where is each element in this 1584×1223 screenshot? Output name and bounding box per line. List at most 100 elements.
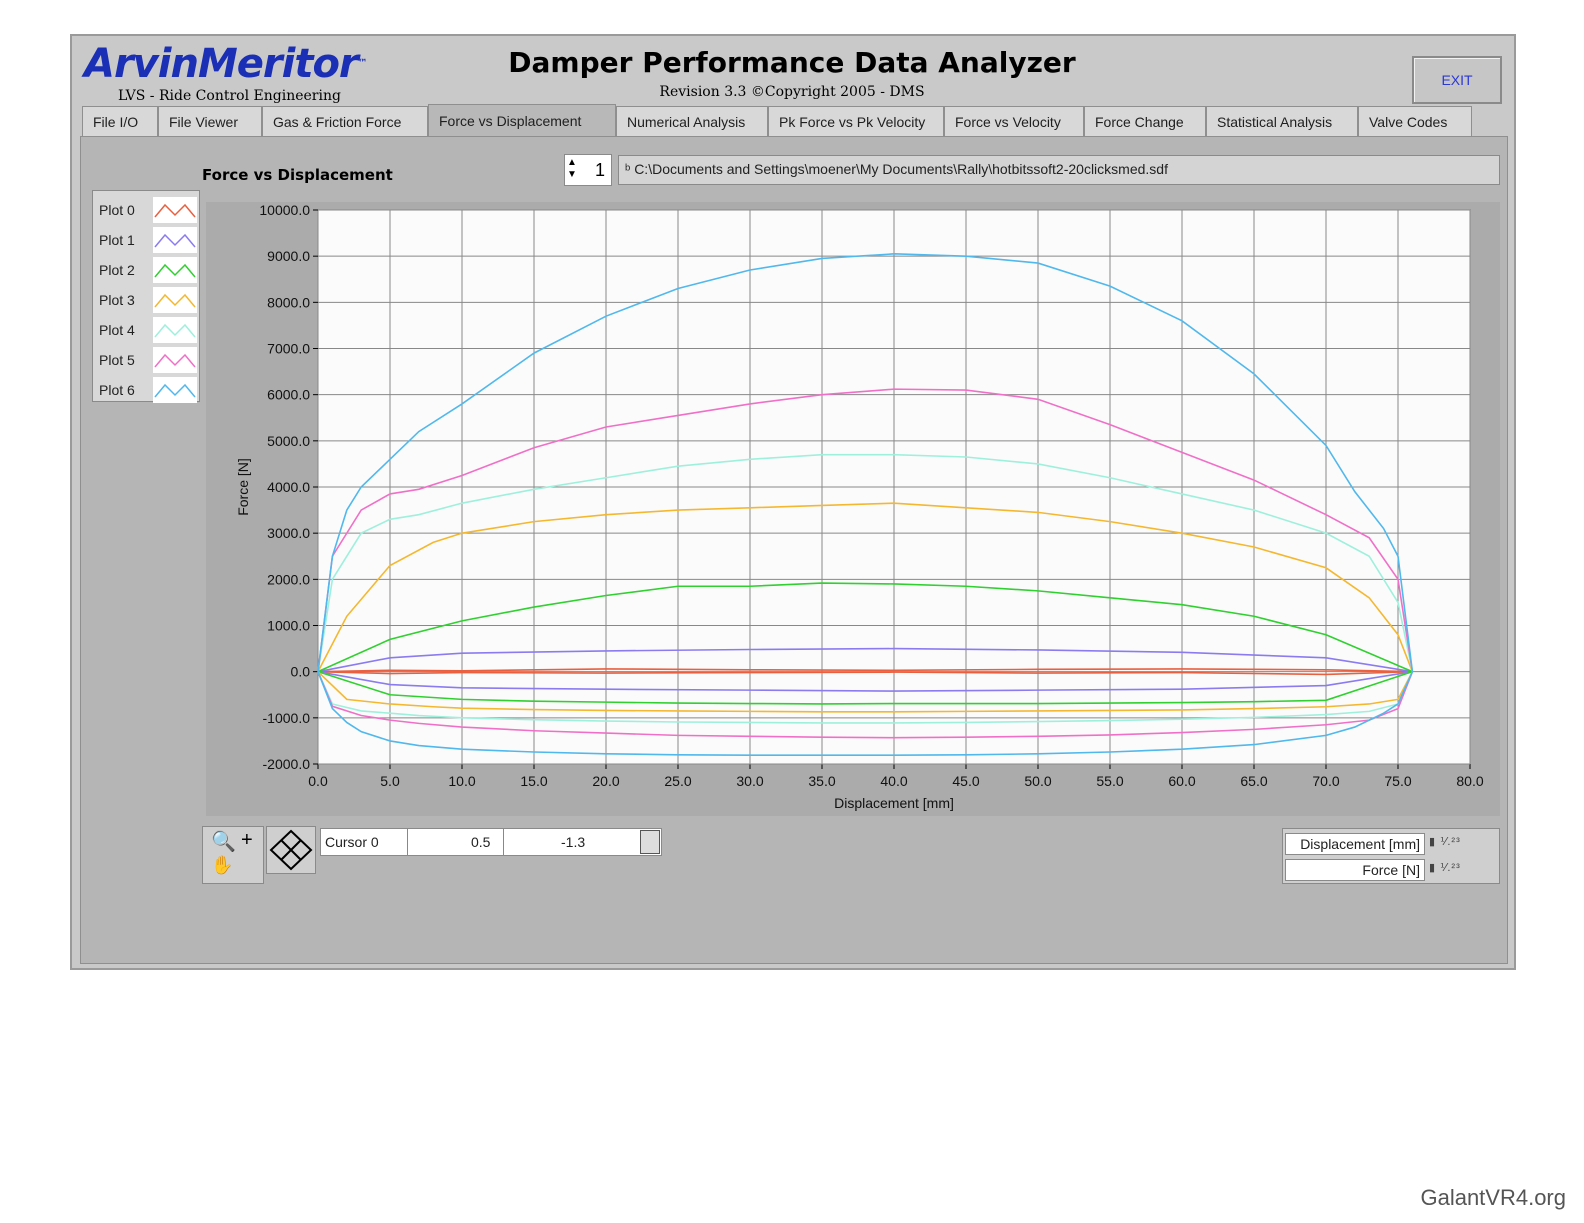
series-line-upper xyxy=(317,453,1414,672)
legend-label: Plot 5 xyxy=(99,352,135,368)
stepper-arrows-icon[interactable]: ▲ ▼ xyxy=(567,157,577,180)
x-tick-label: 5.0 xyxy=(380,773,400,789)
series-line-upper xyxy=(317,502,1414,673)
legend-label: Plot 3 xyxy=(99,292,135,308)
x-tick-label: 70.0 xyxy=(1312,773,1339,789)
file-path-field[interactable]: ᵇ C:\Documents and Settings\moener\My Do… xyxy=(618,155,1500,185)
x-tick-label: 20.0 xyxy=(592,773,619,789)
series-line-lower xyxy=(317,671,1414,713)
legend-swatch xyxy=(153,347,197,373)
x-tick-label: 60.0 xyxy=(1168,773,1195,789)
x-tick-label: 25.0 xyxy=(664,773,691,789)
tab-valve-codes[interactable]: Valve Codes xyxy=(1358,106,1472,136)
y-tick-label: 2000.0 xyxy=(267,571,310,587)
x-tick-label: 40.0 xyxy=(880,773,907,789)
cursor-name: Cursor 0 xyxy=(325,834,379,850)
app-title: Damper Performance Data Analyzer xyxy=(508,46,1076,79)
legend-swatch xyxy=(153,257,197,283)
series-line-upper xyxy=(317,668,1413,673)
y-tick-label: 5000.0 xyxy=(267,433,310,449)
revision-text: Revision 3.3 ©Copyright 2005 - DMS xyxy=(659,84,925,100)
y-tick-label: 4000.0 xyxy=(267,479,310,495)
x-axis-title: Displacement [mm] xyxy=(834,795,954,811)
legend-item[interactable]: Plot 3 xyxy=(97,285,197,315)
tab-pk-force-vs-pk-velocity[interactable]: Pk Force vs Pk Velocity xyxy=(768,106,944,136)
legend-swatch xyxy=(153,377,197,403)
y-tick-label: -2000.0 xyxy=(263,756,311,772)
x-tick-label: 45.0 xyxy=(952,773,979,789)
force-displacement-chart[interactable]: 0.0 5.0 10.0 15.0 20.0 25.0 30.0 35.0 40.0 45.0 50… xyxy=(206,202,1500,816)
legend-swatch xyxy=(153,317,197,343)
series-line-lower xyxy=(317,670,1413,705)
path-icon: ᵇ xyxy=(625,161,631,177)
x-axis-label-field[interactable]: Displacement [mm] xyxy=(1285,833,1425,855)
series-line-lower xyxy=(317,670,1413,692)
y-tick-label: 3000.0 xyxy=(267,525,310,541)
legend-swatch xyxy=(153,227,197,253)
y-tick-label: 1000.0 xyxy=(267,618,310,634)
y-axis-label-field[interactable]: Force [N] xyxy=(1285,859,1425,881)
cursor-x-value: 0.5 xyxy=(471,834,491,850)
plot-legend[interactable]: Plot 0 Plot 1 Plot 2 Plot 3 Plot 4 Plot 5 Plot… xyxy=(92,190,200,405)
cursor-move-tool[interactable] xyxy=(266,826,316,874)
y-tick-label: 8000.0 xyxy=(267,294,310,310)
tab-file-viewer[interactable]: File Viewer xyxy=(158,106,262,136)
y-tick-label: 9000.0 xyxy=(267,248,310,264)
legend-item[interactable]: Plot 5 xyxy=(97,345,197,375)
tab-force-vs-velocity[interactable]: Force vs Velocity xyxy=(944,106,1084,136)
series-line-lower xyxy=(317,671,1414,757)
legend-label: Plot 6 xyxy=(99,382,135,398)
legend-swatch xyxy=(153,197,197,223)
y-tick-label: 10000.0 xyxy=(259,202,310,218)
series-line-lower xyxy=(317,670,1413,676)
x-axis-format-icon[interactable]: ▮ ⅟.²³ xyxy=(1429,836,1461,848)
series-line-lower xyxy=(317,671,1414,739)
y-tick-label: 7000.0 xyxy=(267,341,310,357)
legend-item[interactable]: Plot 2 xyxy=(97,255,197,285)
graph-area: 0.0 5.0 10.0 15.0 20.0 25.0 30.0 35.0 40.0 45.0 50… xyxy=(206,202,1500,816)
tab-force-vs-displacement[interactable]: Force vs Displacement xyxy=(428,104,616,136)
cursor-lock-icon[interactable] xyxy=(640,830,660,854)
arvinmeritor-logo: ArvinMeritor™ xyxy=(84,41,368,87)
axis-format-controls: Displacement [mm] ▮ ⅟.²³ Force [N] ▮ ⅟.²… xyxy=(1282,828,1500,884)
tab-statistical-analysis[interactable]: Statistical Analysis xyxy=(1206,106,1358,136)
legend-item[interactable]: Plot 6 xyxy=(97,375,197,405)
graph-tool-palette: 🔍 + ✋ xyxy=(202,826,264,884)
legend-swatch xyxy=(153,287,197,313)
brand: ArvinMeritor™ LVS - Ride Control Enginee… xyxy=(84,41,404,104)
exit-button[interactable]: EXIT xyxy=(1412,56,1502,104)
x-tick-label: 0.0 xyxy=(308,773,328,789)
legend-item[interactable]: Plot 0 xyxy=(97,195,197,225)
legend-label: Plot 0 xyxy=(99,202,135,218)
file-index-value: 1 xyxy=(594,160,605,180)
y-tick-label: 6000.0 xyxy=(267,387,310,403)
zoom-icon[interactable]: 🔍 xyxy=(211,831,236,853)
y-tick-label: -1000.0 xyxy=(263,710,311,726)
legend-item[interactable]: Plot 1 xyxy=(97,225,197,255)
graph-title: Force vs Displacement xyxy=(202,166,393,184)
pan-hand-icon[interactable]: ✋ xyxy=(211,855,234,875)
legend-label: Plot 1 xyxy=(99,232,135,248)
tab-force-change[interactable]: Force Change xyxy=(1084,106,1206,136)
x-tick-label: 65.0 xyxy=(1240,773,1267,789)
y-axis-format-icon[interactable]: ▮ ⅟.²³ xyxy=(1429,862,1461,874)
graph-panel: Force vs Displacement ▲ ▼ 1 ᵇ C:\Document… xyxy=(78,134,1506,962)
cursor-diamond-icon xyxy=(269,829,313,871)
cursor-readout[interactable]: Cursor 0 0.5 -1.3 xyxy=(320,828,662,856)
crosshair-icon[interactable]: + xyxy=(241,829,253,851)
tab-file-i-o[interactable]: File I/O xyxy=(82,106,158,136)
x-tick-label: 55.0 xyxy=(1096,773,1123,789)
tab-gas-friction-force[interactable]: Gas & Friction Force xyxy=(262,106,428,136)
tab-numerical-analysis[interactable]: Numerical Analysis xyxy=(616,106,768,136)
brand-subtitle: LVS - Ride Control Engineering xyxy=(118,88,341,104)
x-tick-label: 75.0 xyxy=(1384,773,1411,789)
file-path-text: C:\Documents and Settings\moener\My Docu… xyxy=(634,161,1168,177)
legend-item[interactable]: Plot 4 xyxy=(97,315,197,345)
tab-bar: File I/O File Viewer Gas & Friction Force F… xyxy=(82,104,1472,136)
file-index-stepper[interactable]: ▲ ▼ 1 xyxy=(564,154,612,186)
x-tick-label: 30.0 xyxy=(736,773,763,789)
y-axis-title: Force [N] xyxy=(235,458,251,516)
series-line-lower xyxy=(317,671,1414,724)
x-tick-label: 50.0 xyxy=(1024,773,1051,789)
series-line-upper xyxy=(317,582,1413,673)
